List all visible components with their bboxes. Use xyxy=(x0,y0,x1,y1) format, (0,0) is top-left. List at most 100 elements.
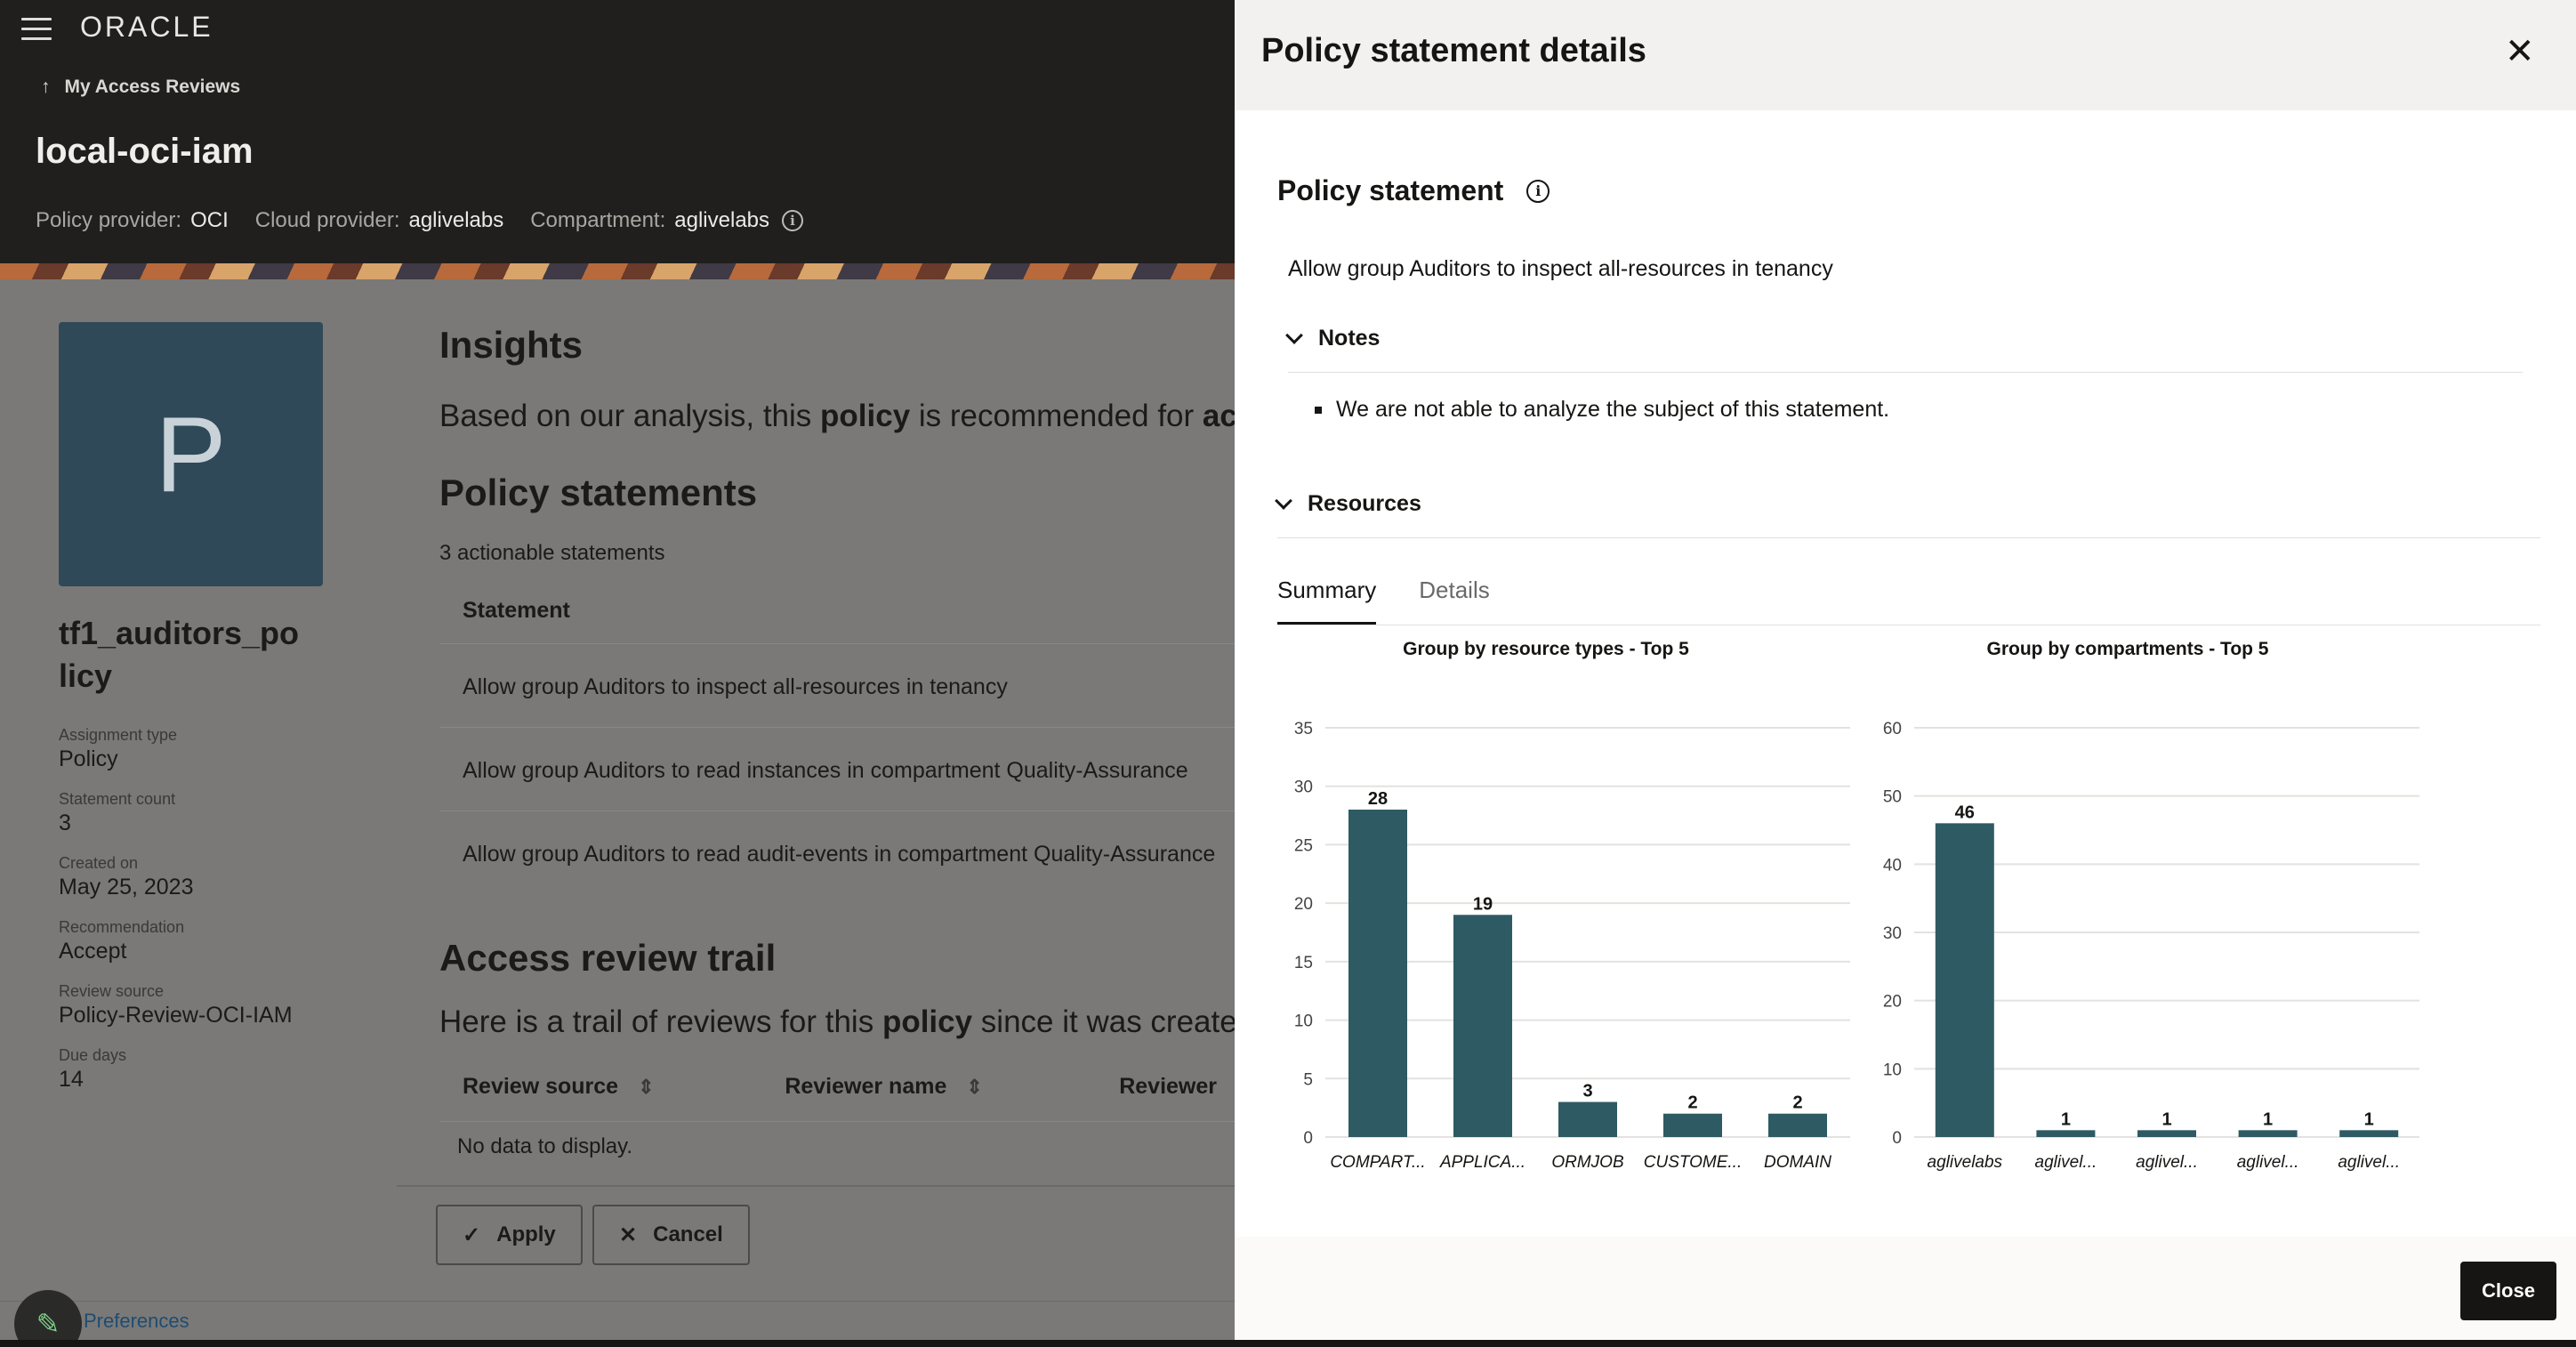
resources-divider xyxy=(1277,537,2540,538)
statements-table: Statement Allow group Auditors to inspec… xyxy=(439,589,1235,894)
y-tick-label: 10 xyxy=(1294,1012,1313,1031)
policy-provider-value: OCI xyxy=(190,208,229,232)
data-label: 1 xyxy=(2061,1109,2071,1129)
data-label: 19 xyxy=(1473,894,1493,914)
insight-cut: ac xyxy=(1202,399,1235,433)
policy-statement-text: Allow group Auditors to inspect all-reso… xyxy=(1288,256,1833,281)
x-tick-label: ORMJOB xyxy=(1551,1153,1624,1172)
resources-toggle[interactable]: Resources xyxy=(1275,491,1421,517)
info-icon[interactable]: i xyxy=(1526,179,1550,203)
y-tick-label: 30 xyxy=(1883,924,1902,943)
table-row[interactable]: Allow group Auditors to inspect all-reso… xyxy=(439,644,1235,728)
col-reviewer-name[interactable]: Reviewer name ⇕ xyxy=(785,1074,1119,1100)
apply-button[interactable]: ✓ Apply xyxy=(436,1205,583,1265)
data-label: 1 xyxy=(2263,1109,2273,1129)
x-tick-label: aglivel... xyxy=(2035,1153,2097,1172)
page-content: P tf1_auditors_po licy Assignment type P… xyxy=(0,279,1235,1347)
y-tick-label: 60 xyxy=(1883,720,1902,738)
trail-bold: policy xyxy=(881,1004,973,1039)
sort-icon[interactable]: ⇕ xyxy=(966,1075,983,1098)
x-tick-label: aglivel... xyxy=(2136,1153,2198,1172)
chart-title-compartments: Group by compartments - Top 5 xyxy=(1986,639,2269,659)
statement-column-header[interactable]: Statement xyxy=(439,589,1235,644)
info-icon[interactable]: i xyxy=(782,210,804,231)
prop-created-on: Created on May 25, 2023 xyxy=(59,854,293,900)
prop-label: Created on xyxy=(59,854,139,872)
trail-pre: Here is a trail of reviews for this xyxy=(439,1004,882,1039)
prop-label: Review source xyxy=(59,982,165,1000)
assignment-properties: Assignment type Policy Statement count 3… xyxy=(59,726,293,1110)
insight-pre: Based on our analysis, this xyxy=(439,399,821,433)
notes-label: Notes xyxy=(1318,326,1381,351)
cancel-button[interactable]: ✕ Cancel xyxy=(592,1205,750,1265)
notes-divider xyxy=(1288,372,2523,373)
page-title: local-oci-iam xyxy=(36,132,254,171)
y-tick-label: 40 xyxy=(1883,856,1902,875)
trail-text: Here is a trail of reviews for this poli… xyxy=(439,1004,1235,1040)
y-tick-label: 0 xyxy=(1303,1129,1313,1148)
col-reviewer[interactable]: Reviewer xyxy=(1119,1074,1217,1100)
y-tick-label: 25 xyxy=(1294,836,1313,855)
prop-recommendation: Recommendation Accept xyxy=(59,918,293,964)
policy-statement-details-drawer: Policy statement details ✕ Policy statem… xyxy=(1235,0,2576,1340)
col-review-source[interactable]: Review source ⇕ xyxy=(463,1074,785,1100)
access-review-trail-heading: Access review trail xyxy=(439,937,777,979)
note-text: We are not able to analyze the subject o… xyxy=(1336,397,1890,422)
bar xyxy=(2339,1130,2399,1137)
tab-summary[interactable]: Summary xyxy=(1277,577,1377,625)
y-tick-label: 30 xyxy=(1294,778,1313,797)
compartment-label: Compartment: xyxy=(530,208,666,232)
y-tick-label: 20 xyxy=(1294,895,1313,914)
prop-review-source: Review source Policy-Review-OCI-IAM xyxy=(59,982,293,1028)
data-label: 46 xyxy=(1955,803,1975,822)
assignment-name: tf1_auditors_po licy xyxy=(59,615,300,694)
bar xyxy=(1935,823,1994,1137)
x-tick-label: CUSTOME... xyxy=(1644,1153,1743,1172)
notes-toggle[interactable]: Notes xyxy=(1285,326,1381,351)
drawer-footer xyxy=(1235,1237,2576,1340)
avatar: P xyxy=(59,322,323,586)
prop-value: Policy-Review-OCI-IAM xyxy=(59,1003,293,1028)
col-label: Review source xyxy=(463,1074,619,1099)
arrow-up-icon: ↑ xyxy=(41,77,51,97)
x-tick-label: APPLICA... xyxy=(1439,1153,1525,1172)
menu-icon[interactable] xyxy=(21,18,52,41)
apply-label: Apply xyxy=(496,1222,556,1246)
prop-due-days: Due days 14 xyxy=(59,1046,293,1093)
header-banner xyxy=(0,263,1235,279)
resource-tabs: Summary Details xyxy=(1277,577,1490,625)
table-row[interactable]: Allow group Auditors to read audit-event… xyxy=(463,842,1216,867)
y-tick-label: 5 xyxy=(1303,1070,1313,1089)
prop-label: Due days xyxy=(59,1046,127,1064)
bar xyxy=(2238,1130,2298,1137)
close-button[interactable]: Close xyxy=(2460,1262,2556,1320)
pencil-icon[interactable]: ✎ xyxy=(14,1290,82,1347)
policy-statements-heading: Policy statements xyxy=(439,472,758,513)
cloud-provider-label: Cloud provider: xyxy=(254,208,400,232)
bar xyxy=(1453,915,1512,1137)
prop-assignment-type: Assignment type Policy xyxy=(59,726,293,772)
prop-label: Assignment type xyxy=(59,726,178,744)
tab-details[interactable]: Details xyxy=(1419,577,1490,603)
close-icon[interactable]: ✕ xyxy=(2505,32,2535,71)
resources-label: Resources xyxy=(1308,491,1421,516)
x-tick-label: aglivel... xyxy=(2237,1153,2299,1172)
policy-provider-label: Policy provider: xyxy=(36,208,182,232)
chevron-down-icon xyxy=(1285,326,1303,344)
trail-post: since it was create xyxy=(972,1004,1235,1039)
chart-resource-types: 0 5 10 15 20 25 30 35 28 COMPART... 19 APPLICA... 3 O… xyxy=(1294,720,1850,1172)
bar xyxy=(1348,810,1407,1137)
table-row[interactable]: Allow group Auditors to read instances i… xyxy=(439,728,1235,811)
prop-label: Recommendation xyxy=(59,918,185,936)
back-link[interactable]: ↑ My Access Reviews xyxy=(41,77,240,98)
prop-value: 3 xyxy=(59,811,71,835)
insights-heading: Insights xyxy=(439,324,584,366)
sort-icon[interactable]: ⇕ xyxy=(638,1075,655,1098)
prop-value: Policy xyxy=(59,746,118,771)
col-label: Reviewer xyxy=(1119,1074,1217,1099)
y-tick-label: 35 xyxy=(1294,720,1313,738)
chart-title-resource-types: Group by resource types - Top 5 xyxy=(1403,639,1689,659)
note-item: We are not able to analyze the subject o… xyxy=(1315,397,1889,423)
preferences-link[interactable]: Preferences xyxy=(84,1310,189,1332)
insight-text: Based on our analysis, this policy is re… xyxy=(439,399,1235,434)
